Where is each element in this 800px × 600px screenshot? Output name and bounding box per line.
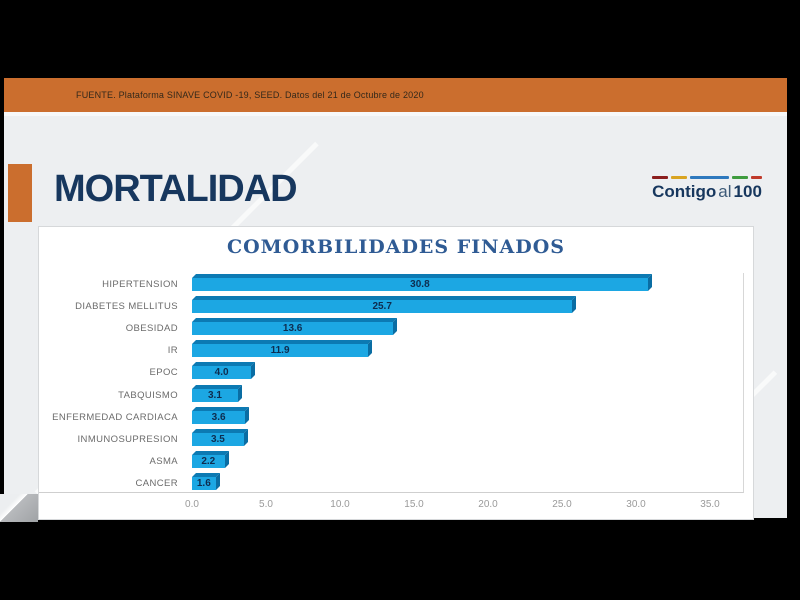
- page-title: MORTALIDAD: [54, 168, 298, 210]
- logo-dash-blue: [690, 176, 729, 179]
- bar-track: 25.7: [192, 295, 743, 313]
- chart-panel: COMORBILIDADES FINADOS HIPERTENSION 30.8…: [38, 226, 754, 520]
- category-label: EPOC: [149, 367, 178, 379]
- x-axis-tick: 25.0: [552, 499, 572, 510]
- bar-row: INMUNOSUPRESION 3.5: [39, 428, 743, 450]
- category-label: ASMA: [149, 456, 178, 468]
- contigo-al-100-logo: Contigo al 100: [648, 176, 766, 202]
- bar-row: CANCER 1.6: [39, 473, 743, 495]
- bar-row: DIABETES MELLITUS 25.7: [39, 295, 743, 317]
- bar: 30.8: [192, 273, 652, 291]
- bar-value-label: 3.6: [211, 411, 226, 423]
- bar-track: 3.6: [192, 406, 743, 424]
- bar: 2.2: [192, 451, 229, 469]
- category-label: DIABETES MELLITUS: [75, 300, 178, 312]
- source-text: FUENTE. Plataforma SINAVE COVID -19, SEE…: [76, 90, 424, 100]
- category-label: INMUNOSUPRESION: [77, 433, 178, 445]
- logo-text: Contigo al 100: [652, 182, 762, 201]
- bar-side-face: [368, 340, 373, 358]
- bar: 3.6: [192, 406, 250, 424]
- bar-row: EPOC 4.0: [39, 362, 743, 384]
- category-label: ENFERMEDAD CARDIACA: [52, 411, 178, 423]
- bar-chart-plot-area: HIPERTENSION 30.8 DIABETES MELLITUS 25.7…: [39, 273, 744, 493]
- bar: 13.6: [192, 317, 398, 335]
- bar-track: 3.1: [192, 384, 743, 402]
- bar: 3.5: [192, 428, 248, 446]
- bar-value-label: 3.1: [207, 389, 222, 401]
- corner-fold-decoration: [0, 494, 38, 522]
- bar-value-label: 2.2: [201, 456, 216, 468]
- bar-track: 3.5: [192, 428, 743, 446]
- bar-side-face: [237, 384, 242, 402]
- bar-value-label: 11.9: [270, 345, 290, 357]
- category-label: TABQUISMO: [118, 389, 178, 401]
- bar-side-face: [251, 362, 256, 380]
- bar-track: 30.8: [192, 273, 743, 291]
- bar-side-face: [224, 451, 229, 469]
- source-banner: FUENTE. Plataforma SINAVE COVID -19, SEE…: [4, 78, 787, 112]
- bar-row: TABQUISMO 3.1: [39, 384, 743, 406]
- logo-dash-green: [732, 176, 748, 179]
- bar-side-face: [215, 473, 220, 491]
- bar-row: ENFERMEDAD CARDIACA 3.6: [39, 406, 743, 428]
- logo-color-dashes: [652, 176, 762, 179]
- bar: 4.0: [192, 362, 256, 380]
- bar-track: 13.6: [192, 317, 743, 335]
- bar-value-label: 3.5: [210, 433, 225, 445]
- bar-side-face: [393, 317, 398, 335]
- category-label: OBESIDAD: [125, 322, 178, 334]
- category-label: IR: [167, 345, 178, 357]
- bar: 11.9: [192, 340, 373, 358]
- x-axis-tick: 35.0: [700, 499, 720, 510]
- bar-track: 2.2: [192, 451, 743, 469]
- bar-side-face: [243, 428, 248, 446]
- bar-track: 1.6: [192, 473, 743, 491]
- category-label: HIPERTENSION: [102, 278, 178, 290]
- bar-side-face: [647, 273, 652, 291]
- bar: 1.6: [192, 473, 220, 491]
- bar: 25.7: [192, 295, 577, 313]
- bar-value-label: 4.0: [214, 367, 229, 379]
- title-accent-bar: [8, 164, 32, 222]
- bar: 3.1: [192, 384, 242, 402]
- x-axis-tick: 0.0: [185, 499, 199, 510]
- bar-row: IR 11.9: [39, 340, 743, 362]
- x-axis-tick: 15.0: [404, 499, 424, 510]
- bar-value-label: 30.8: [410, 278, 430, 290]
- bar-row: ASMA 2.2: [39, 451, 743, 473]
- bar-track: 11.9: [192, 340, 743, 358]
- x-axis: 0.0 5.0 10.0 15.0 20.0 25.0 30.0 35.0: [185, 499, 744, 512]
- bar-value-label: 1.6: [196, 478, 211, 490]
- bar-value-label: 25.7: [372, 300, 392, 312]
- bar-value-label: 13.6: [282, 322, 303, 334]
- logo-dash-red: [751, 176, 762, 179]
- logo-dash-gold: [671, 176, 687, 179]
- x-axis-tick: 5.0: [259, 499, 273, 510]
- chart-title: COMORBILIDADES FINADOS: [227, 236, 565, 258]
- slide-body: MORTALIDAD Contigo al 100 COMORBILIDADES F…: [0, 112, 787, 522]
- bar-side-face: [572, 295, 577, 313]
- bar-row: OBESIDAD 13.6: [39, 317, 743, 339]
- logo-dash-darkred: [652, 176, 668, 179]
- bar-row: HIPERTENSION 30.8: [39, 273, 743, 295]
- x-axis-tick: 10.0: [330, 499, 350, 510]
- bar-side-face: [245, 406, 250, 424]
- x-axis-tick: 20.0: [478, 499, 498, 510]
- category-label: CANCER: [135, 478, 178, 490]
- x-axis-tick: 30.0: [626, 499, 646, 510]
- bar-track: 4.0: [192, 362, 743, 380]
